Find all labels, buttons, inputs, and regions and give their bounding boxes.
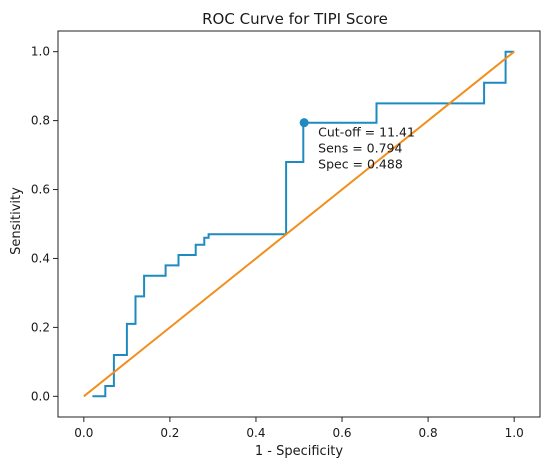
y-tick-label: 0.8 xyxy=(31,114,50,128)
y-tick-label: 0.2 xyxy=(31,320,50,334)
y-axis-label: Sensitivity xyxy=(9,187,24,255)
annotation-line: Cut-off = 11.41 xyxy=(318,125,415,140)
annotation-line: Spec = 0.488 xyxy=(318,157,403,172)
reference-diagonal-line xyxy=(83,50,515,398)
axis-ticks: 0.0 0.2 0.4 0.6 0.8 1.0 0.0 0.2 0.4 0.6 0.8 1.0 xyxy=(31,45,524,440)
chart-title: ROC Curve for TIPI Score xyxy=(202,10,388,28)
y-tick-label: 0.4 xyxy=(31,251,50,265)
plot-frame xyxy=(57,30,541,418)
y-tick-label: 1.0 xyxy=(31,45,50,59)
x-tick-label: 0.2 xyxy=(160,426,179,440)
chart-marks xyxy=(83,50,515,398)
annotation-line: Sens = 0.794 xyxy=(318,141,402,156)
x-tick-label: 1.0 xyxy=(505,426,524,440)
y-tick-label: 0.0 xyxy=(31,389,50,403)
x-tick-label: 0.6 xyxy=(332,426,351,440)
y-tick-label: 0.6 xyxy=(31,183,50,197)
x-axis-label: 1 - Specificity xyxy=(255,444,344,459)
x-tick-label: 0.8 xyxy=(419,426,438,440)
x-tick-label: 0.0 xyxy=(74,426,93,440)
optimal-cutoff-marker xyxy=(299,118,309,128)
plot-area xyxy=(57,30,541,418)
x-tick-label: 0.4 xyxy=(246,426,265,440)
roc-curve-line xyxy=(92,50,515,398)
